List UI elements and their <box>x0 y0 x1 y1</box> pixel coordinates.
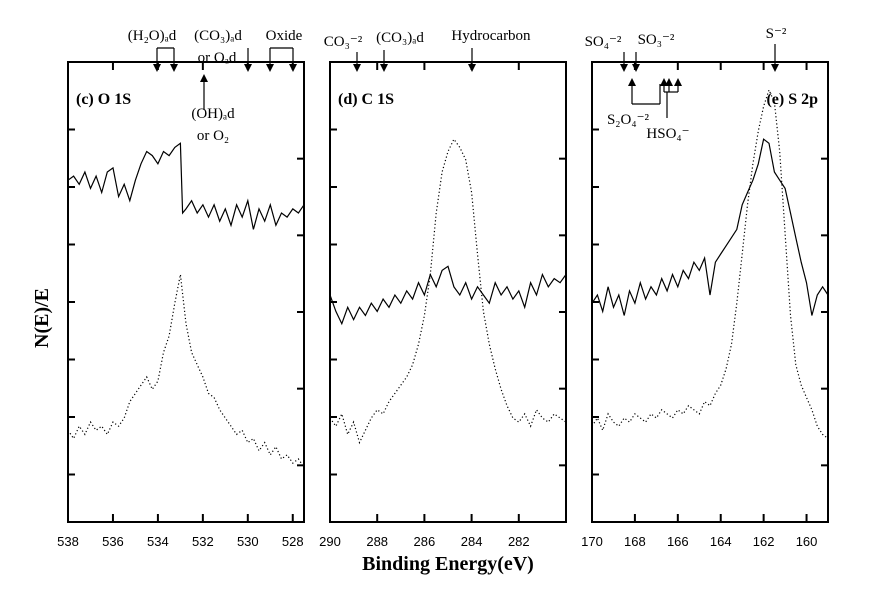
x-tick-label: 162 <box>753 534 775 549</box>
annotation-label: Oxide <box>266 28 303 44</box>
series-line-solid <box>591 138 829 316</box>
annotation-label: (CO₃)ₐd <box>376 30 424 46</box>
x-tick-label: 290 <box>319 534 341 549</box>
arrowhead-up <box>200 74 208 82</box>
panel-label: (e) S 2p <box>766 91 818 108</box>
arrowhead-down <box>170 64 178 72</box>
x-tick-label: 536 <box>102 534 124 549</box>
x-tick-label: 286 <box>414 534 436 549</box>
panel-label: (d) C 1S <box>338 91 394 108</box>
x-tick-label: 534 <box>147 534 169 549</box>
arrowhead-up <box>665 78 673 86</box>
x-tick-label: 284 <box>461 534 483 549</box>
x-tick-label: 288 <box>366 534 388 549</box>
annotation-label: or Oₐd <box>198 50 237 66</box>
x-tick-label: 166 <box>667 534 689 549</box>
annotation-label: SO₄⁻² <box>585 34 622 50</box>
x-tick-label: 528 <box>282 534 304 549</box>
annotation-label: CO₃⁻² <box>324 34 363 50</box>
annotation-label: (H₂O)ₐd <box>128 28 177 44</box>
arrowhead-up <box>674 78 682 86</box>
annotation-label: or O₂ <box>197 128 229 144</box>
series-line-dotted <box>67 274 305 468</box>
annotation-label: (OH)ₐd <box>191 106 235 122</box>
y-axis-title: N(E)/E <box>31 288 53 348</box>
series-line-dotted <box>329 138 567 445</box>
annotation-label: S₂O₄⁻² <box>607 112 650 128</box>
x-tick-label: 160 <box>796 534 818 549</box>
annotation-label: SO₃⁻² <box>638 32 675 48</box>
arrowhead-down <box>771 64 779 72</box>
x-tick-label: 170 <box>581 534 603 549</box>
panel-frame <box>591 61 829 523</box>
panel-c1s: 290 288 286 284 282 (d) C 1S CO₃⁻² (CO₃)ₐd Hydro… <box>319 28 567 549</box>
x-tick-label: 538 <box>57 534 79 549</box>
arrowhead-down <box>380 64 388 72</box>
annotation-label: Hydrocarbon <box>451 28 531 44</box>
panel-o1s: 538 536 534 532 530 528 (c) O 1S (H₂O)ₐd (CO₃)ₐd… <box>57 28 305 549</box>
arrowhead-down <box>244 64 252 72</box>
arrowhead-down <box>266 64 274 72</box>
annotation-label: (CO₃)ₐd <box>194 28 242 44</box>
series-line-solid <box>67 142 305 230</box>
arrowhead-down <box>153 64 161 72</box>
x-axis-title: Binding Energy(eV) <box>362 553 534 575</box>
annotation-label: S⁻² <box>766 26 787 42</box>
series-line-dotted <box>591 88 829 439</box>
arrowhead-down <box>353 64 361 72</box>
panel-label: (c) O 1S <box>76 91 131 108</box>
arrowhead-up <box>628 78 636 86</box>
panel-s2p: 170 168 166 164 162 160 (e) S 2p SO₄⁻² SO₃⁻² S⁻² S… <box>581 26 829 549</box>
x-tick-label: 532 <box>192 534 214 549</box>
x-tick-label: 164 <box>710 534 732 549</box>
x-tick-label: 530 <box>237 534 259 549</box>
series-line-solid <box>329 265 567 326</box>
arrowhead-down <box>289 64 297 72</box>
panel-frame <box>329 61 567 523</box>
arrowhead-down <box>468 64 476 72</box>
arrowhead-down <box>620 64 628 72</box>
arrowhead-down <box>632 64 640 72</box>
x-tick-label: 168 <box>624 534 646 549</box>
annotation-label: HSO₄⁻ <box>646 126 689 142</box>
panel-frame <box>67 61 305 523</box>
x-tick-label: 282 <box>508 534 530 549</box>
